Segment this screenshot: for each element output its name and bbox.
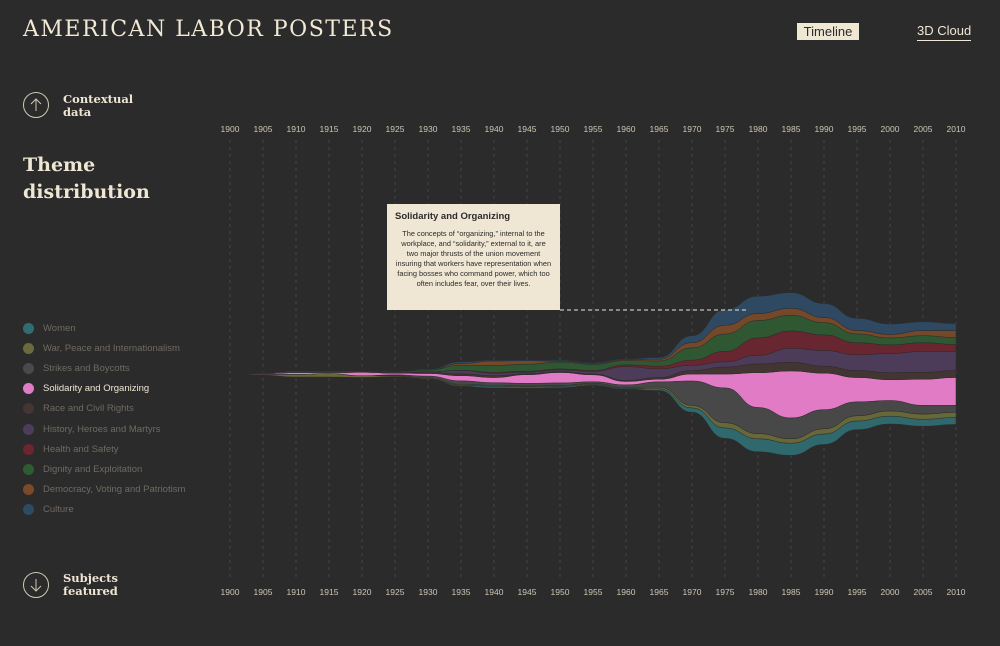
stream-culture[interactable] (229, 292, 957, 375)
subjects-featured-label: Subjects featured (63, 571, 118, 598)
legend-item[interactable]: Women (23, 318, 185, 338)
stream-layers[interactable] (229, 292, 957, 456)
legend-label: Solidarity and Organizing (43, 383, 150, 395)
theme-tooltip: Solidarity and Organizing The concepts o… (387, 204, 560, 310)
legend-item[interactable]: War, Peace and Internationalism (23, 338, 185, 358)
legend-swatch (23, 484, 34, 496)
legend-label: Dignity and Exploitation (43, 463, 143, 475)
year-tick-label: 1935 (452, 124, 471, 134)
year-tick-label: 1960 (617, 124, 636, 134)
year-tick-label: 1970 (683, 124, 702, 134)
year-tick-label: 1905 (254, 124, 273, 134)
year-tick-label: 1910 (287, 124, 306, 134)
year-tick-label: 1955 (584, 587, 603, 597)
arrow-up-icon (30, 98, 42, 111)
legend-swatch (23, 443, 34, 455)
year-tick-label: 1970 (683, 587, 702, 597)
year-tick-label: 1935 (452, 587, 471, 597)
year-tick-label: 1915 (320, 587, 339, 597)
legend-swatch (23, 463, 34, 475)
3d-cloud-view-link[interactable]: 3D Cloud (917, 23, 972, 41)
year-tick-label: 1900 (221, 587, 240, 597)
year-tick-label: 1975 (716, 587, 735, 597)
year-axis-bottom: 1900 1905 1910 1915 1920 1925 1930 1935 1940 1945… (221, 587, 966, 597)
year-tick-label: 1930 (419, 587, 438, 597)
year-tick-label: 1920 (353, 124, 372, 134)
year-tick-label: 2005 (914, 124, 933, 134)
legend-label: Democracy, Voting and Patriotism (43, 484, 186, 496)
year-tick-label: 1985 (782, 124, 801, 134)
legend-item[interactable]: Strikes and Boycotts (23, 358, 185, 378)
year-tick-label: 1965 (650, 587, 669, 597)
legend-item[interactable]: Culture (23, 500, 185, 520)
year-tick-label: 2000 (881, 124, 900, 134)
year-tick-label: 1940 (485, 124, 504, 134)
year-tick-label: 1940 (485, 587, 504, 597)
year-tick-label: 1915 (320, 124, 339, 134)
year-tick-label: 1980 (749, 124, 768, 134)
subjects-featured-button[interactable] (23, 572, 49, 598)
legend-label: Culture (43, 504, 74, 516)
tooltip-title: Solidarity and Organizing (395, 211, 511, 222)
year-tick-label: 1965 (650, 124, 669, 134)
year-tick-label: 1950 (551, 124, 570, 134)
year-tick-label: 1900 (221, 124, 240, 134)
tooltip-text: The concepts of “organizing,” internal t… (395, 229, 552, 288)
year-tick-label: 2010 (947, 587, 966, 597)
year-tick-label: 1960 (617, 587, 636, 597)
year-tick-label: 1990 (815, 587, 834, 597)
legend-item[interactable]: Solidarity and Organizing (23, 379, 185, 399)
arrow-down-icon (30, 579, 42, 592)
legend-label: War, Peace and Internationalism (43, 342, 180, 354)
year-tick-label: 2010 (947, 124, 966, 134)
legend-swatch (23, 342, 34, 354)
legend-label: Health and Safety (43, 443, 119, 455)
year-tick-label: 1955 (584, 124, 603, 134)
year-tick-label: 1985 (782, 587, 801, 597)
timeline-view-button[interactable]: Timeline (797, 23, 859, 40)
legend-item[interactable]: Race and Civil Rights (23, 399, 185, 419)
site-title: AMERICAN LABOR POSTERS (23, 17, 394, 42)
section-title: Theme distribution (23, 154, 150, 203)
legend-item[interactable]: Dignity and Exploitation (23, 459, 185, 479)
legend-swatch (23, 322, 34, 334)
legend-item[interactable]: History, Heroes and Martyrs (23, 419, 185, 439)
theme-legend: Women War, Peace and Internationalism Stri… (23, 318, 185, 520)
year-tick-label: 1930 (419, 124, 438, 134)
legend-label: History, Heroes and Martyrs (43, 423, 161, 435)
year-tick-label: 1975 (716, 124, 735, 134)
year-tick-label: 2005 (914, 587, 933, 597)
year-tick-label: 1945 (518, 587, 537, 597)
legend-swatch (23, 423, 34, 435)
year-axis-top: 1900 1905 1910 1915 1920 1925 1930 1935 1940 1945… (221, 124, 966, 134)
year-tick-label: 1995 (848, 587, 867, 597)
contextual-data-label: Contextual data (63, 92, 134, 119)
legend-swatch (23, 362, 34, 374)
legend-label: Race and Civil Rights (43, 403, 134, 415)
year-tick-label: 1995 (848, 124, 867, 134)
legend-swatch (23, 383, 34, 395)
contextual-data-button[interactable] (23, 92, 49, 118)
year-tick-label: 1920 (353, 587, 372, 597)
year-tick-label: 1945 (518, 124, 537, 134)
year-tick-label: 1905 (254, 587, 273, 597)
legend-item[interactable]: Democracy, Voting and Patriotism (23, 480, 185, 500)
legend-swatch (23, 504, 34, 516)
year-tick-label: 2000 (881, 587, 900, 597)
year-tick-label: 1950 (551, 587, 570, 597)
year-tick-label: 1925 (386, 587, 405, 597)
year-tick-label: 1980 (749, 587, 768, 597)
legend-label: Strikes and Boycotts (43, 362, 130, 374)
legend-label: Women (43, 322, 76, 334)
year-tick-label: 1925 (386, 124, 405, 134)
legend-item[interactable]: Health and Safety (23, 439, 185, 459)
legend-swatch (23, 403, 34, 415)
year-tick-label: 1990 (815, 124, 834, 134)
year-tick-label: 1910 (287, 587, 306, 597)
